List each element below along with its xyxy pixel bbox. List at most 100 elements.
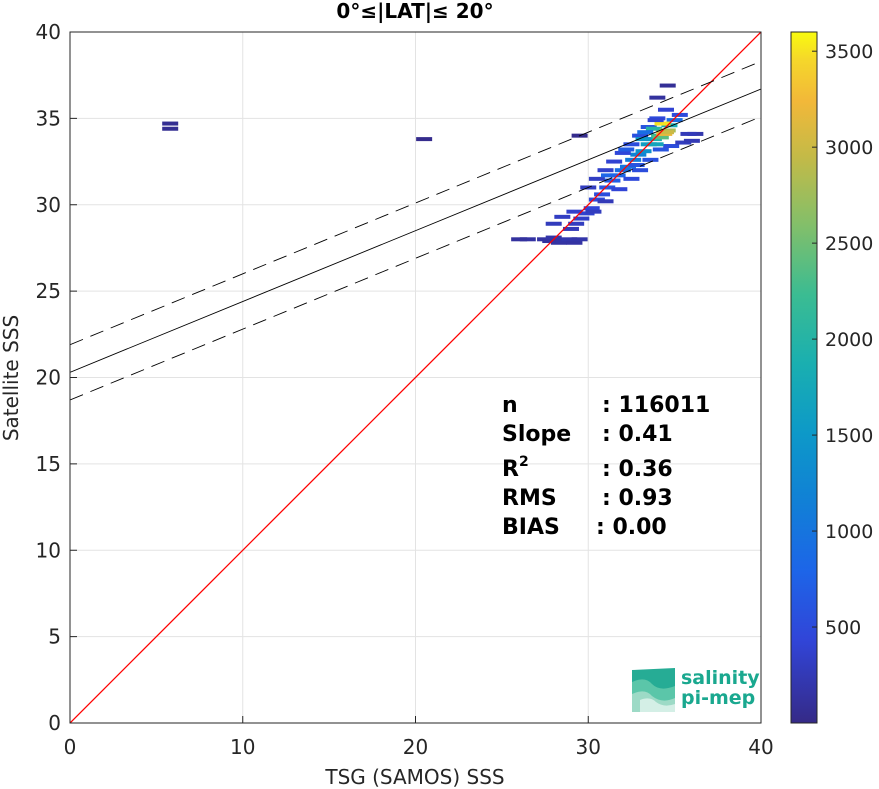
density-point (683, 138, 700, 143)
density-point (623, 142, 640, 147)
stat-bias-value: : 0.00 (596, 515, 667, 540)
density-point (597, 168, 614, 173)
x-tick-label: 0 (64, 735, 77, 759)
density-point (632, 168, 649, 173)
stat-n-value: : 116011 (602, 393, 710, 418)
y-tick-label: 10 (36, 538, 61, 562)
density-point (511, 237, 528, 242)
density-point (618, 147, 635, 152)
density-point (637, 130, 654, 135)
regression-lower-band (70, 116, 761, 401)
density-point (566, 209, 583, 214)
colorbar-tick-label: 3500 (825, 41, 873, 63)
density-point (657, 107, 674, 112)
stat-rms-label: RMS (502, 486, 557, 511)
stat-r2-label: R2 (502, 454, 529, 482)
stat-rms-value: : 0.93 (602, 486, 673, 511)
density-point (647, 142, 664, 147)
density-point (614, 150, 631, 155)
y-axis-label: Satellite SSS (0, 315, 23, 441)
stat-slope-label: Slope (502, 422, 571, 447)
y-tick-label: 25 (36, 279, 61, 303)
density-point (642, 157, 659, 162)
axis-ticks: 0 10 20 30 40 0 5 10 15 20 25 30 35 40 (36, 20, 774, 759)
y-tick-label: 40 (36, 20, 61, 44)
stats-box: n : 116011 Slope : 0.41 R2 : 0.36 RMS : … (502, 393, 710, 540)
colorbar (790, 31, 818, 724)
density-point (666, 118, 683, 123)
regression-line (70, 88, 761, 373)
x-tick-label: 40 (748, 735, 773, 759)
density-point (649, 95, 666, 100)
stat-slope-value: : 0.41 (602, 422, 673, 447)
colorbar-ticks: 500 1000 1500 2000 2500 3000 3500 (812, 41, 873, 639)
colorbar-tick-label: 500 (825, 617, 861, 639)
stat-n-label: n (502, 393, 518, 418)
density-point (545, 235, 562, 240)
density-point (599, 185, 616, 190)
density-point (519, 237, 536, 242)
density-point (554, 214, 571, 219)
y-tick-label: 35 (36, 106, 61, 130)
density-point (632, 133, 649, 138)
density-point (566, 240, 583, 245)
density-point (573, 216, 590, 221)
density-point (600, 173, 617, 178)
density-point (680, 131, 697, 136)
density-point (652, 135, 669, 140)
density-point (568, 221, 585, 226)
stat-r2-base: R (502, 457, 519, 482)
density-point (597, 199, 614, 204)
density-point (542, 239, 559, 244)
density-point (585, 209, 602, 214)
density-point (657, 130, 674, 135)
regression-upper-band (70, 60, 761, 346)
density-point (619, 164, 636, 169)
density-point (659, 83, 676, 88)
density-point (635, 149, 652, 154)
density-point (562, 226, 579, 231)
density-point (561, 237, 578, 242)
stat-r2-value: : 0.36 (602, 457, 673, 482)
y-tick-label: 15 (36, 452, 61, 476)
density-point (652, 147, 669, 152)
x-tick-label: 10 (230, 735, 255, 759)
density-point (675, 140, 692, 145)
density-point (545, 221, 562, 226)
density-point (654, 121, 671, 126)
stat-r2-sup: 2 (519, 454, 529, 470)
colorbar-tick-label: 1500 (825, 425, 873, 447)
density-point (623, 176, 640, 181)
logo-text-line2: pi-mep (681, 687, 755, 709)
x-tick-label: 20 (403, 735, 428, 759)
colorbar-tick-label: 2000 (825, 329, 873, 351)
chart-title: 0°≤|LAT|≤ 20° (336, 0, 493, 23)
x-tick-label: 30 (576, 735, 601, 759)
y-tick-label: 5 (48, 625, 61, 649)
y-tick-label: 20 (36, 366, 61, 390)
density-point (594, 192, 611, 197)
stat-bias-label: BIAS (502, 515, 560, 540)
density-point (583, 206, 600, 211)
density-point (628, 163, 645, 168)
y-tick-label: 30 (36, 193, 61, 217)
salinity-pimep-logo: salinity pi-mep (632, 667, 760, 712)
logo-text-line1: salinity (681, 667, 760, 689)
density-point (588, 176, 605, 181)
density-point (647, 118, 664, 123)
density-point (671, 112, 688, 117)
density-point (611, 187, 628, 192)
density-point (635, 137, 652, 142)
density-point (416, 137, 433, 142)
density-point (571, 237, 588, 242)
density-point (606, 159, 623, 164)
density-point (162, 126, 179, 131)
logo-wave-icon (632, 668, 675, 712)
density-point (663, 144, 680, 149)
density-point (645, 126, 662, 131)
identity-line (70, 32, 761, 723)
density-point (588, 197, 605, 202)
colorbar-tick-label: 3000 (825, 137, 873, 159)
x-axis-label: TSG (SAMOS) SSS (324, 765, 504, 789)
